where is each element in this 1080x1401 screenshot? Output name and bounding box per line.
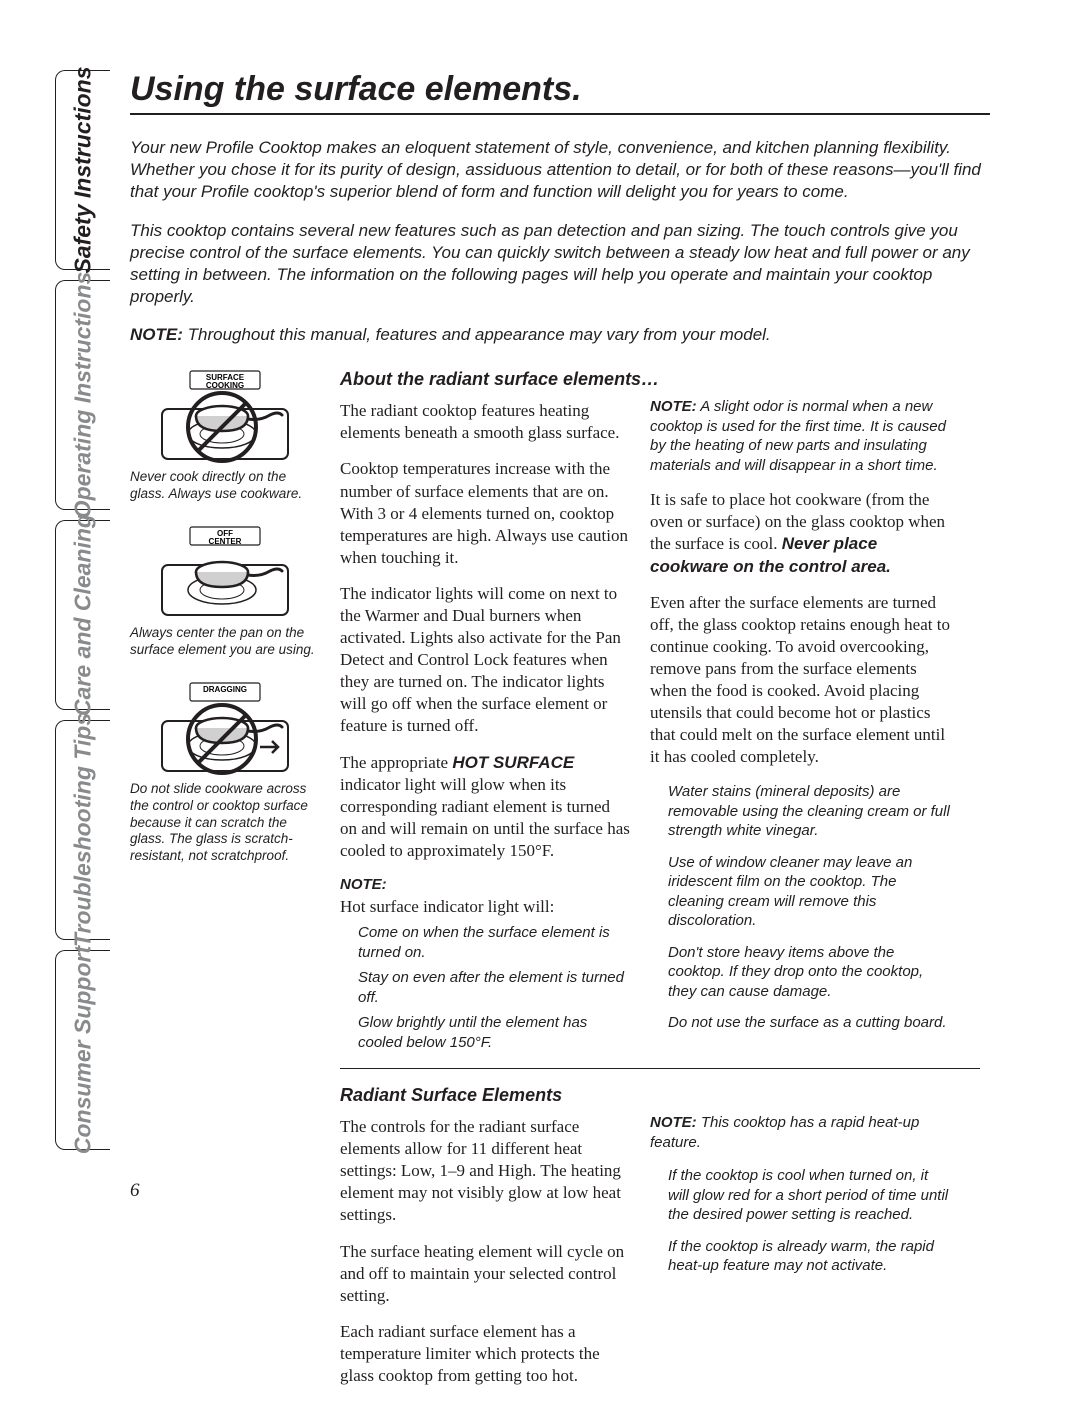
- radiant-note: NOTE: This cooktop has a rapid heat-up f…: [650, 1113, 950, 1152]
- radiant-heading: Radiant Surface Elements: [340, 1085, 630, 1106]
- about-col-b: NOTE: A slight odor is normal when a new…: [650, 369, 950, 1058]
- colb-note1: NOTE: A slight odor is normal when a new…: [650, 397, 950, 475]
- about-col-a: About the radiant surface elements… The …: [340, 369, 630, 1058]
- page-title: Using the surface elements.: [130, 70, 990, 115]
- radiant-p1: The controls for the radiant surface ele…: [340, 1116, 630, 1226]
- sidebar-tab-label: Troubleshooting Tips: [70, 713, 97, 947]
- intro-note-label: NOTE:: [130, 325, 183, 344]
- about-p4-b: indicator light will glow when its corre…: [340, 775, 630, 860]
- page-number: 6: [130, 1180, 140, 1202]
- tip-3: Don't store heavy items above the cookto…: [668, 943, 950, 1002]
- figure: SURFACE COOKING Never cook directly on t…: [130, 369, 320, 503]
- sidebar-tabs: Safety InstructionsOperating Instruction…: [55, 70, 110, 1230]
- sidebar-tab: Care and Cleaning: [55, 520, 110, 710]
- intro-p1: Your new Profile Cooktop makes an eloque…: [130, 137, 990, 202]
- figure-illustration: DRAGGING: [160, 681, 290, 773]
- figure: DRAGGING Do not slide cookware across th…: [130, 681, 320, 865]
- sidebar-tab-label: Care and Cleaning: [70, 514, 97, 716]
- svg-text:COOKING: COOKING: [206, 381, 244, 390]
- radiant-tip2: If the cooktop is already warm, the rapi…: [668, 1237, 950, 1276]
- figure-illustration: SURFACE COOKING: [160, 369, 290, 461]
- figure-caption: Never cook directly on the glass. Always…: [130, 469, 320, 503]
- colb-p2: It is safe to place hot cookware (from t…: [650, 489, 950, 577]
- page-content: Using the surface elements. Your new Pro…: [130, 70, 990, 1401]
- about-note-body: Hot surface indicator light will:: [340, 897, 630, 917]
- hot-surface-label: HOT SURFACE: [452, 753, 574, 772]
- figure-illustration: OFF CENTER: [160, 525, 290, 617]
- tip-1: Water stains (mineral deposits) are remo…: [668, 782, 950, 841]
- sidebar-tab: Troubleshooting Tips: [55, 720, 110, 940]
- section-radiant: Radiant Surface Elements The controls fo…: [340, 1085, 990, 1401]
- intro-p2: This cooktop contains several new featur…: [130, 220, 990, 307]
- sidebar-tab: Consumer Support: [55, 950, 110, 1150]
- about-note-sub3: Glow brightly until the element has cool…: [358, 1013, 630, 1052]
- radiant-tip1: If the cooktop is cool when turned on, i…: [668, 1166, 950, 1225]
- sidebar-tab: Operating Instructions: [55, 280, 110, 510]
- tip-4: Do not use the surface as a cutting boar…: [668, 1013, 950, 1033]
- radiant-note-lbl: NOTE:: [650, 1114, 697, 1131]
- sidebar-tab-label: Operating Instructions: [70, 272, 97, 519]
- about-p3: The indicator lights will come on next t…: [340, 583, 630, 738]
- radiant-p2: The surface heating element will cycle o…: [340, 1241, 630, 1307]
- sidebar-tab-label: Consumer Support: [70, 946, 97, 1154]
- about-note-sub2: Stay on even after the element is turned…: [358, 968, 630, 1007]
- about-p4: The appropriate HOT SURFACE indicator li…: [340, 752, 630, 862]
- tip-2: Use of window cleaner may leave an iride…: [668, 853, 950, 931]
- about-p2: Cooktop temperatures increase with the n…: [340, 458, 630, 568]
- section-divider: [340, 1068, 980, 1069]
- intro-note-text: Throughout this manual, features and app…: [183, 325, 771, 344]
- about-p1: The radiant cooktop features heating ele…: [340, 400, 630, 444]
- radiant-col-b: NOTE: This cooktop has a rapid heat-up f…: [650, 1085, 950, 1401]
- section-about: SURFACE COOKING Never cook directly on t…: [130, 369, 990, 1058]
- about-note-sub1: Come on when the surface element is turn…: [358, 923, 630, 962]
- figure-caption: Always center the pan on the surface ele…: [130, 625, 320, 659]
- figure-caption: Do not slide cookware across the control…: [130, 781, 320, 865]
- colb-p3: Even after the surface elements are turn…: [650, 592, 950, 769]
- about-note-hdr: NOTE:: [340, 876, 630, 893]
- radiant-p3: Each radiant surface element has a tempe…: [340, 1321, 630, 1387]
- colb-note1-lbl: NOTE:: [650, 398, 697, 415]
- svg-text:CENTER: CENTER: [209, 537, 242, 546]
- intro-note: NOTE: Throughout this manual, features a…: [130, 325, 990, 345]
- radiant-col-a: Radiant Surface Elements The controls fo…: [340, 1085, 630, 1401]
- sidebar-tab: Safety Instructions: [55, 70, 110, 270]
- figure-column: SURFACE COOKING Never cook directly on t…: [130, 369, 320, 1058]
- about-p4-a: The appropriate: [340, 753, 452, 772]
- svg-text:DRAGGING: DRAGGING: [203, 685, 247, 694]
- figure: OFF CENTER Always center the pan on the …: [130, 525, 320, 659]
- sidebar-tab-label: Safety Instructions: [70, 66, 97, 273]
